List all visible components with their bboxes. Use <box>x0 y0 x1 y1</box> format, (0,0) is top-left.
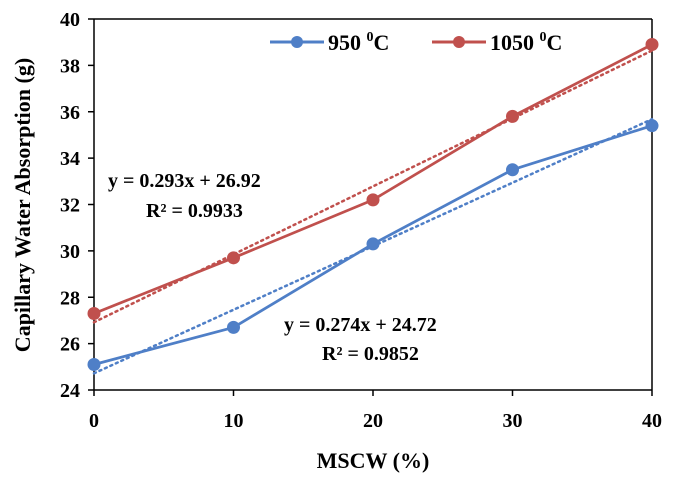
y-tick-label: 38 <box>60 55 80 77</box>
y-tick-label: 30 <box>60 241 80 263</box>
data-point-950 <box>227 320 240 334</box>
y-tick-label: 34 <box>60 148 80 170</box>
y-tick-label: 28 <box>60 287 80 309</box>
legend-label-950: 950 0C <box>328 30 389 55</box>
data-point-1050 <box>87 306 101 320</box>
legend-marker-950 <box>291 36 303 48</box>
y-tick-label: 36 <box>60 102 80 124</box>
data-point-950 <box>506 163 519 177</box>
equation-950: y = 0.274x + 24.72 R² = 0.9852 <box>284 314 437 365</box>
legend-label-1050: 1050 0C <box>490 30 562 55</box>
data-point-950 <box>366 237 380 251</box>
x-tick-label: 10 <box>224 410 244 432</box>
y-tick-label: 32 <box>60 195 80 217</box>
legend-marker-1050 <box>453 36 465 48</box>
y-axis-title: Capillary Water Absorption (g) <box>10 58 35 352</box>
y-tick-label: 24 <box>60 380 80 402</box>
x-tick-label: 20 <box>363 410 383 432</box>
equation-950-text: y = 0.274x + 24.72 <box>284 314 437 336</box>
y-axis-ticks: 24 26 28 30 32 34 36 38 40 <box>60 9 94 402</box>
y-tick-label: 40 <box>60 9 80 31</box>
y-tick-label: 26 <box>60 334 80 356</box>
x-axis-ticks: 0 10 20 30 40 <box>89 390 662 432</box>
series-points <box>87 38 659 371</box>
data-point-1050 <box>506 109 519 123</box>
equation-1050: y = 0.293x + 26.92 R² = 0.9933 <box>108 170 261 222</box>
x-tick-label: 30 <box>503 410 523 432</box>
data-point-950 <box>87 357 101 371</box>
r-squared-950-text: R² = 0.9852 <box>322 343 419 365</box>
equation-1050-text: y = 0.293x + 26.92 <box>108 170 261 192</box>
r-squared-1050-text: R² = 0.9933 <box>146 200 243 222</box>
data-point-950 <box>645 119 659 133</box>
data-point-1050 <box>645 38 659 52</box>
legend: 950 0C 1050 0C <box>270 30 562 55</box>
legend-item-950: 950 0C <box>270 30 389 55</box>
legend-item-1050: 1050 0C <box>432 30 562 55</box>
x-axis-title: MSCW (%) <box>317 448 430 473</box>
x-tick-label: 40 <box>642 410 662 432</box>
data-point-1050 <box>227 251 240 265</box>
data-point-1050 <box>366 193 380 207</box>
x-tick-label: 0 <box>89 410 99 432</box>
